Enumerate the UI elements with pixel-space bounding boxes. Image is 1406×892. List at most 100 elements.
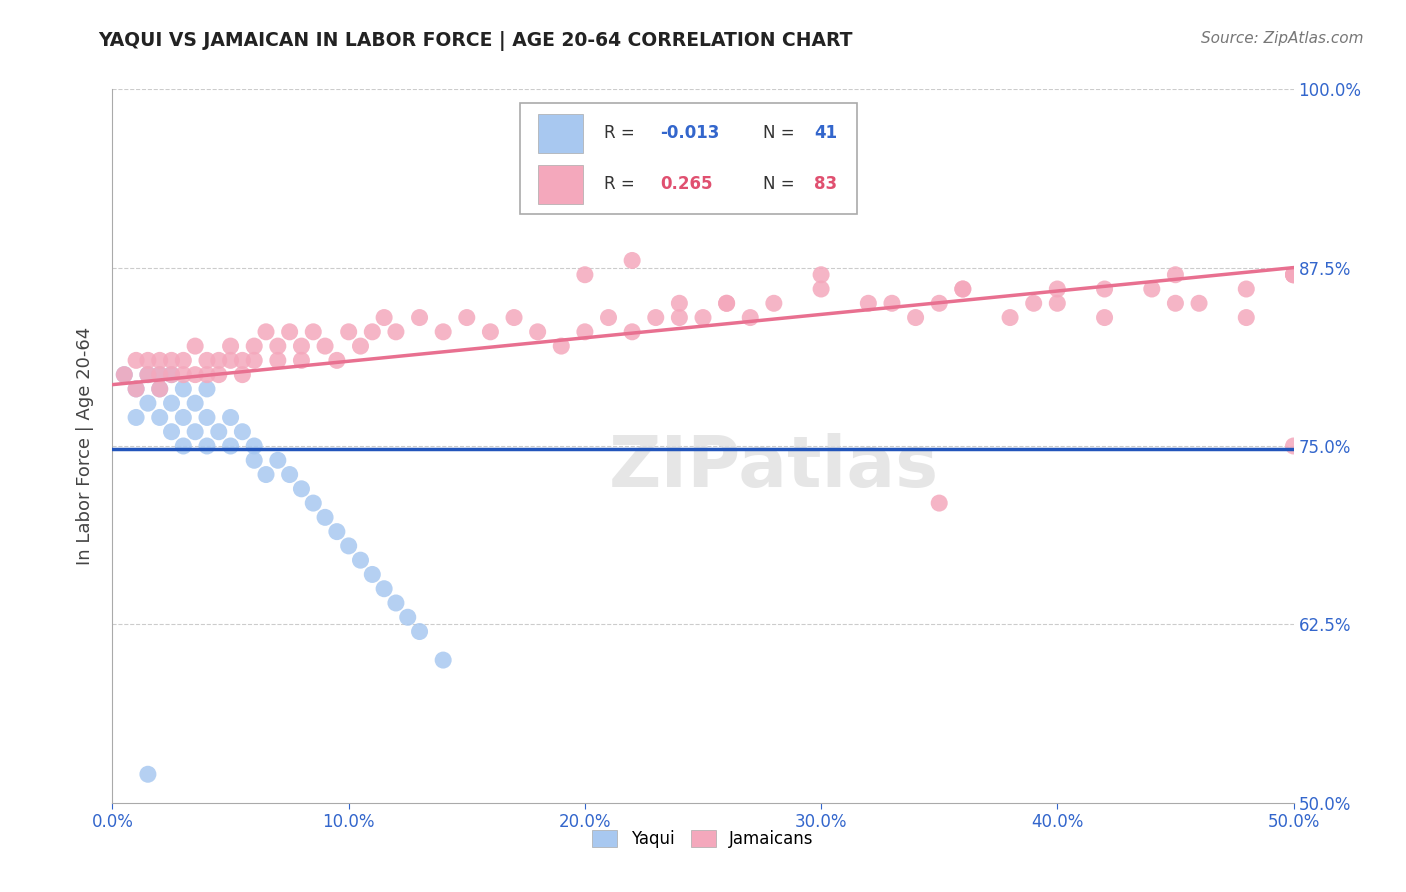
Point [621,253,644,268]
Point [195,353,218,368]
Point [243,453,266,467]
Point [160,396,183,410]
Point [195,368,218,382]
Point [219,339,242,353]
Point [112,368,135,382]
Point [172,353,194,368]
Point [385,325,408,339]
Point [314,510,336,524]
Point [716,296,738,310]
Point [208,368,231,382]
Point [112,368,135,382]
Point [550,339,572,353]
Point [1282,268,1305,282]
Text: N =: N = [763,124,800,143]
Point [1094,310,1116,325]
Point [219,439,242,453]
Point [160,368,183,382]
Point [574,325,596,339]
Point [125,353,148,368]
Point [136,368,159,382]
Point [172,368,194,382]
Point [149,353,172,368]
Point [184,339,207,353]
Point [243,339,266,353]
FancyBboxPatch shape [520,103,856,214]
Point [184,425,207,439]
Point [1022,296,1045,310]
Point [479,325,502,339]
Point [172,382,194,396]
Point [396,610,419,624]
Point [1164,296,1187,310]
Point [231,425,253,439]
Point [858,296,880,310]
Point [1046,296,1069,310]
Point [149,410,172,425]
Point [254,467,277,482]
Point [302,325,325,339]
Point [361,567,384,582]
Point [349,339,371,353]
Point [716,296,738,310]
Text: 41: 41 [814,124,837,143]
Point [208,353,231,368]
Point [1164,268,1187,282]
Point [621,325,644,339]
Point [668,296,690,310]
Point [385,596,408,610]
Point [219,410,242,425]
Text: -0.013: -0.013 [661,124,720,143]
Point [952,282,974,296]
Point [136,396,159,410]
Text: R =: R = [603,175,640,194]
Point [810,268,832,282]
Point [172,439,194,453]
Point [408,310,430,325]
Point [408,624,430,639]
Point [1282,439,1305,453]
Point [125,410,148,425]
Point [574,268,596,282]
Point [998,310,1021,325]
Point [337,325,360,339]
Point [195,382,218,396]
Point [184,396,207,410]
Point [326,353,349,368]
Point [149,368,172,382]
Point [692,310,714,325]
Point [278,467,301,482]
Point [526,325,548,339]
Point [432,653,454,667]
Legend: Yaqui, Jamaicans: Yaqui, Jamaicans [586,823,820,855]
Point [136,767,159,781]
Point [149,382,172,396]
Point [290,339,312,353]
Point [254,325,277,339]
Bar [537,165,582,204]
Point [160,353,183,368]
Point [1234,310,1257,325]
Point [267,453,290,467]
Point [668,310,690,325]
Point [184,368,207,382]
Point [1282,268,1305,282]
Point [598,310,620,325]
Text: ZIPatlas: ZIPatlas [609,433,939,502]
Point [149,382,172,396]
Point [208,425,231,439]
Point [503,310,526,325]
Point [740,310,762,325]
Point [195,439,218,453]
Point [231,353,253,368]
Point [928,296,950,310]
Text: Source: ZipAtlas.com: Source: ZipAtlas.com [1201,31,1364,46]
Point [267,339,290,353]
Point [880,296,903,310]
Text: 83: 83 [814,175,837,194]
Point [243,439,266,453]
Point [290,353,312,368]
Point [136,368,159,382]
Bar [537,113,582,153]
Text: R =: R = [603,124,640,143]
